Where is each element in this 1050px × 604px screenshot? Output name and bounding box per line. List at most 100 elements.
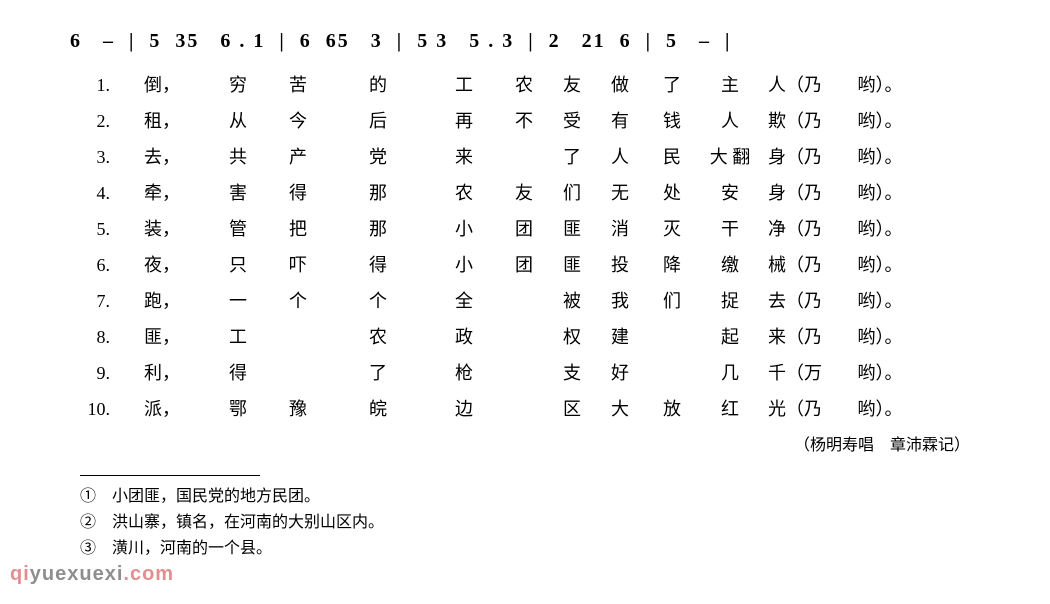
syllable: 不 [500,107,548,133]
syllable: 净（乃 [760,215,830,241]
syllable: 哟）。 [830,107,930,133]
syllable: 边 [428,395,500,421]
footnote-3: ③ 潢川，河南的一个县。 [80,534,1000,558]
row-number: 5. [50,219,116,240]
lyric-row: 1.倒，穷苦的工农友做了主人（乃哟）。 [50,71,1000,97]
syllable: 大 [596,395,644,421]
syllable: 干 [700,215,760,241]
lyrics-block: 1.倒，穷苦的工农友做了主人（乃哟）。2.租，从今后再不受有钱人欺（乃哟）。3.… [50,71,1000,421]
syllable: 从 [208,107,268,133]
row-number: 9. [50,363,116,384]
footnote-2: ② 洪山寨，镇名，在河南的大别山区内。 [80,508,1000,532]
syllable: 今 [268,107,328,133]
syllable: 害 [208,179,268,205]
syllable-group: 倒，穷苦的工农友做了主人（乃哟）。 [116,71,1000,97]
syllable-group: 利，得了枪支好几千（万哟）。 [116,359,1000,385]
syllable: 消 [596,215,644,241]
syllable: 做 [596,71,644,97]
syllable: 匪， [116,323,208,349]
syllable: 共 [208,143,268,169]
syllable [268,359,328,385]
syllable: 夜， [116,251,208,277]
syllable: 降 [644,251,700,277]
footnotes: ① 小团匪，国民党的地方民团。 ② 洪山寨，镇名，在河南的大别山区内。 ③ 潢川… [80,475,1000,558]
syllable: 人 [700,107,760,133]
syllable: 主 [700,71,760,97]
syllable: 捉 [700,287,760,313]
syllable [644,359,700,385]
syllable: 哟）。 [830,251,930,277]
syllable-group: 匪，工农政权建起来（乃哟）。 [116,323,1000,349]
notation-row: 6 – | 5 35 6 . 1 | 6 65 3 | 5 3 5 . 3 | … [70,30,1000,53]
syllable: 得 [268,179,328,205]
syllable: 豫 [268,395,328,421]
syllable: 区 [548,395,596,421]
syllable: 工 [208,323,268,349]
syllable: 大 翻 [700,143,760,169]
syllable: 政 [428,323,500,349]
syllable: 友 [500,179,548,205]
syllable: 只 [208,251,268,277]
syllable: 牵， [116,179,208,205]
syllable: 匪 [548,251,596,277]
syllable: 处 [644,179,700,205]
syllable: 无 [596,179,644,205]
row-number: 8. [50,327,116,348]
syllable: 去（乃 [760,287,830,313]
syllable: 跑， [116,287,208,313]
syllable: 哟）。 [830,359,930,385]
row-number: 3. [50,147,116,168]
syllable: 党 [328,143,428,169]
syllable: 了 [328,359,428,385]
syllable: 们 [548,179,596,205]
syllable: 好 [596,359,644,385]
syllable: 哟）。 [830,323,930,349]
syllable: 的 [328,71,428,97]
syllable: 千（万 [760,359,830,385]
watermark-left: qi [10,563,30,585]
syllable: 那 [328,179,428,205]
syllable-group: 租，从今后再不受有钱人欺（乃哟）。 [116,107,1000,133]
syllable: 人（乃 [760,71,830,97]
row-number: 7. [50,291,116,312]
syllable: 一 [208,287,268,313]
syllable: 有 [596,107,644,133]
syllable: 那 [328,215,428,241]
lyric-row: 10.派，鄂豫皖边区大放红光（乃哟）。 [50,395,1000,421]
lyric-row: 3.去，共产党来了人民大 翻身（乃哟）。 [50,143,1000,169]
syllable: 人 [596,143,644,169]
syllable: 得 [208,359,268,385]
footnote-1: ① 小团匪，国民党的地方民团。 [80,482,1000,506]
syllable: 利， [116,359,208,385]
syllable: 投 [596,251,644,277]
syllable: 建 [596,323,644,349]
syllable: 来 [428,143,500,169]
sheet-container: 6 – | 5 35 6 . 1 | 6 65 3 | 5 3 5 . 3 | … [0,0,1050,570]
syllable: 欺（乃 [760,107,830,133]
syllable: 被 [548,287,596,313]
syllable: 工 [428,71,500,97]
syllable: 几 [700,359,760,385]
syllable: 放 [644,395,700,421]
footnote-rule [80,475,260,476]
syllable: 们 [644,287,700,313]
syllable: 把 [268,215,328,241]
syllable: 钱 [644,107,700,133]
syllable: 皖 [328,395,428,421]
syllable-group: 跑，一个个全被我们捉去（乃哟）。 [116,287,1000,313]
syllable: 支 [548,359,596,385]
syllable: 哟）。 [830,215,930,241]
syllable: 身（乃 [760,179,830,205]
syllable-group: 牵，害得那农友们无处安身（乃哟）。 [116,179,1000,205]
row-number: 10. [50,399,116,420]
syllable [500,287,548,313]
syllable: 我 [596,287,644,313]
notation-text: 6 – | 5 35 6 . 1 | 6 65 3 | 5 3 5 . 3 | … [70,30,731,53]
syllable: 团 [500,215,548,241]
syllable: 管 [208,215,268,241]
syllable: 去， [116,143,208,169]
lyric-row: 5.装，管把那小团匪消灭干净（乃哟）。 [50,215,1000,241]
syllable [500,395,548,421]
syllable: 缴 [700,251,760,277]
syllable-group: 派，鄂豫皖边区大放红光（乃哟）。 [116,395,1000,421]
